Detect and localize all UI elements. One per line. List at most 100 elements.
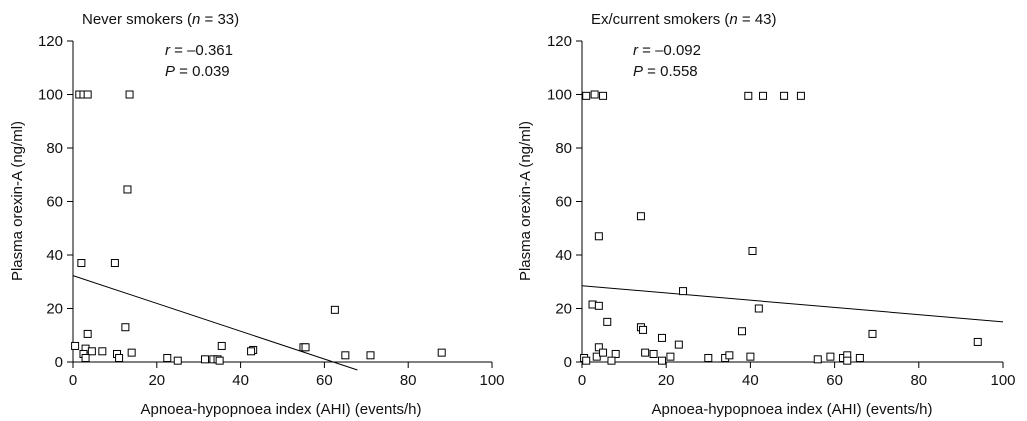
data-point xyxy=(666,352,675,361)
data-point xyxy=(110,259,119,268)
data-point xyxy=(754,304,763,313)
y-tick-label: 120 xyxy=(38,33,63,50)
y-tick-label: 100 xyxy=(38,87,63,104)
data-point xyxy=(826,352,835,361)
data-point xyxy=(341,351,350,360)
plot-area: 0 20 40 60 80 100 120 0 20 40 60 80 100 xyxy=(547,33,1016,389)
data-point xyxy=(594,301,603,310)
correlation-p: P = 0.558 xyxy=(633,63,698,80)
data-point xyxy=(81,353,90,362)
regression-line xyxy=(581,285,1004,323)
y-tick-label: 40 xyxy=(46,247,63,264)
data-point xyxy=(366,351,375,360)
data-point xyxy=(301,343,310,352)
data-point xyxy=(163,353,172,362)
y-tick-label: 60 xyxy=(46,194,63,211)
data-point xyxy=(973,337,982,346)
x-tick-label: 100 xyxy=(479,372,504,389)
data-point xyxy=(115,353,124,362)
data-point xyxy=(594,232,603,241)
y-axis-label: Plasma orexin-A (ng/ml) xyxy=(517,121,534,281)
data-point xyxy=(125,90,134,99)
data-point xyxy=(582,356,591,365)
data-point xyxy=(868,329,877,338)
y-tick-label: 0 xyxy=(55,354,63,371)
data-point xyxy=(674,340,683,349)
data-point xyxy=(87,347,96,356)
data-point xyxy=(330,305,339,314)
panel-title: Ex/current smokers (n = 43) xyxy=(591,11,777,28)
data-point xyxy=(607,356,616,365)
data-point xyxy=(737,327,746,336)
data-point xyxy=(123,185,132,194)
data-point xyxy=(725,351,734,360)
y-axis-label: Plasma orexin-A (ng/ml) xyxy=(9,121,26,281)
y-tick-label: 0 xyxy=(564,354,572,371)
data-point xyxy=(71,341,80,350)
data-point xyxy=(843,356,852,365)
data-point xyxy=(611,349,620,358)
x-tick-label: 60 xyxy=(316,372,333,389)
data-point xyxy=(599,348,608,357)
data-point xyxy=(582,91,591,100)
data-point xyxy=(780,91,789,100)
data-point xyxy=(217,341,226,350)
data-point xyxy=(127,348,136,357)
data-point xyxy=(704,353,713,362)
y-tick-label: 100 xyxy=(547,87,572,104)
x-tick-label: 20 xyxy=(148,372,165,389)
x-tick-label: 100 xyxy=(990,372,1015,389)
data-point xyxy=(592,352,601,361)
x-tick-label: 80 xyxy=(400,372,417,389)
data-point xyxy=(759,91,768,100)
data-point xyxy=(657,356,666,365)
data-point xyxy=(83,90,92,99)
correlation-r: r = –0.361 xyxy=(165,42,233,59)
data-point xyxy=(641,348,650,357)
y-tick-label: 80 xyxy=(46,140,63,157)
panel-ex-current-smokers: Ex/current smokers (n = 43) r = –0.092 P… xyxy=(517,11,1016,418)
data-point xyxy=(98,347,107,356)
y-tick-label: 40 xyxy=(555,247,572,264)
x-tick-label: 40 xyxy=(232,372,249,389)
x-tick-label: 40 xyxy=(742,372,759,389)
data-point xyxy=(200,355,209,364)
y-tick-label: 60 xyxy=(555,194,572,211)
data-point xyxy=(813,355,822,364)
data-point xyxy=(173,356,182,365)
y-tick-label: 20 xyxy=(46,301,63,318)
data-point xyxy=(748,246,757,255)
data-point xyxy=(679,287,688,296)
plot-area: 0 20 40 60 80 100 120 0 20 40 60 80 100 xyxy=(38,33,505,389)
data-point xyxy=(594,343,603,352)
correlation-r: r = –0.092 xyxy=(633,42,701,59)
data-point xyxy=(599,91,608,100)
panel-title: Never smokers (n = 33) xyxy=(82,11,239,28)
panel-never-smokers: Never smokers (n = 33) r = –0.361 P = 0.… xyxy=(9,11,505,418)
x-axis-label: Apnoea-hypopnoea index (AHI) (events/h) xyxy=(651,401,932,418)
x-tick-label: 60 xyxy=(826,372,843,389)
data-point xyxy=(636,212,645,221)
y-tick-label: 20 xyxy=(555,301,572,318)
data-point xyxy=(83,329,92,338)
regression-line xyxy=(72,275,358,371)
data-point xyxy=(744,91,753,100)
data-point xyxy=(77,259,86,268)
x-axis-label: Apnoea-hypopnoea index (AHI) (events/h) xyxy=(140,401,421,418)
data-point xyxy=(215,356,224,365)
y-tick-label: 80 xyxy=(555,140,572,157)
data-point xyxy=(121,323,130,332)
data-point xyxy=(590,90,599,99)
x-tick-label: 0 xyxy=(69,372,77,389)
correlation-p: P = 0.039 xyxy=(165,63,230,80)
data-point xyxy=(657,333,666,342)
data-point xyxy=(639,325,648,334)
x-tick-label: 0 xyxy=(578,372,586,389)
data-point xyxy=(649,349,658,358)
data-point xyxy=(855,353,864,362)
x-tick-label: 80 xyxy=(910,372,927,389)
data-point xyxy=(247,347,256,356)
y-tick-label: 120 xyxy=(547,33,572,50)
data-point xyxy=(796,91,805,100)
